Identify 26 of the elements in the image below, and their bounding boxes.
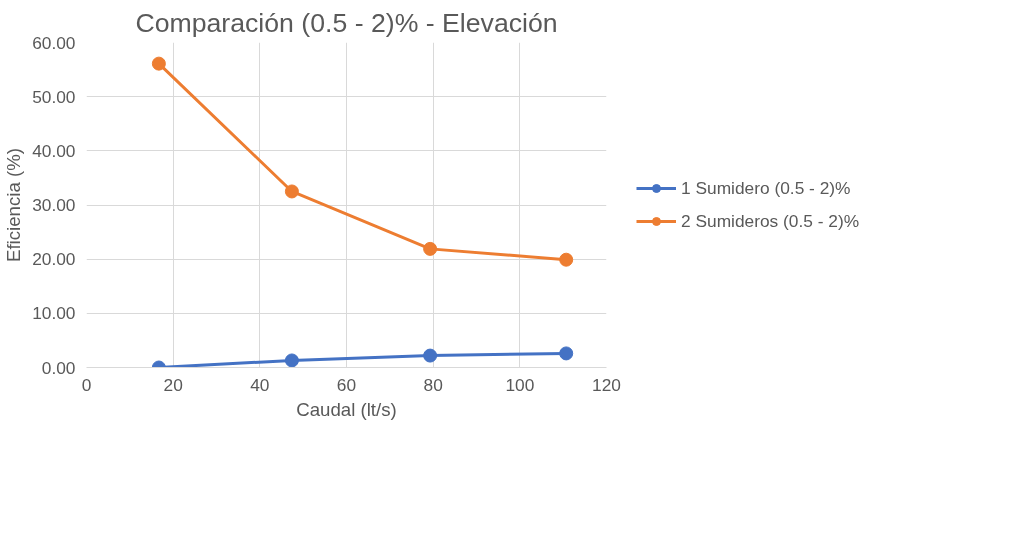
point [284,184,299,199]
y-tick-label: 50.00 [32,86,76,107]
x-tick-label: 0 [81,374,92,395]
x-tick-label: 120 [592,374,621,395]
x-tick-label: 60 [336,374,357,395]
y-tick-label: 40.00 [32,140,76,161]
point [559,346,574,361]
point [423,348,438,363]
point [423,241,438,256]
legend-label: 1 Sumidero (0.5 - 2)% [681,177,851,199]
point [151,56,166,71]
x-tick-label: 100 [505,374,535,395]
point [559,252,574,267]
x-tick-label: 80 [423,374,443,395]
x-axis-title: Caudal (lt/s) [296,398,397,420]
y-tick-label: 60.00 [32,32,76,53]
y-tick-label: 0.00 [41,357,76,378]
y-tick-label: 30.00 [32,195,76,215]
x-tick-label: 20 [163,374,183,395]
y-axis-title: Eficiencia (%) [3,147,25,263]
chart-title: Comparación (0.5 - 2)% - Elevación [135,7,558,38]
y-tick-label: 20.00 [32,249,76,270]
legend-label: 2 Sumideros (0.5 - 2)% [681,210,860,232]
x-tick-label: 40 [250,374,270,395]
point [284,353,299,368]
y-tick-label: 10.00 [32,303,76,324]
